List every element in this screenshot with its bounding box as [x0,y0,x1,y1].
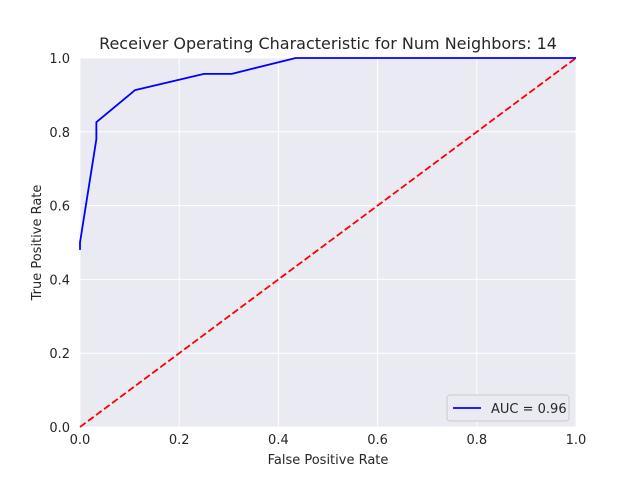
y-tick-label: 0.6 [49,200,70,215]
legend: AUC = 0.96 [446,394,570,422]
x-axis-label: False Positive Rate [268,453,389,468]
chart-title: Receiver Operating Characteristic for Nu… [99,34,557,53]
y-tick-label: 0.4 [49,273,70,288]
tick-labels: 0.0 0.2 0.4 0.6 0.8 1.0 0.0 0.2 0.4 0.6 0.8 1.0 [49,52,586,448]
x-tick-label: 0.4 [268,433,289,448]
chance-line-series [79,57,577,428]
series-layer [79,57,577,428]
y-tick-label: 1.0 [49,52,70,67]
x-tick-label: 0.6 [367,433,388,448]
x-tick-label: 0.8 [466,433,487,448]
x-tick-label: 0.0 [70,433,91,448]
x-tick-label: 0.2 [169,433,190,448]
y-tick-label: 0.8 [49,126,70,141]
roc-curve-series [79,57,576,250]
legend-label-auc: AUC = 0.96 [491,402,567,417]
gridlines [79,57,577,428]
y-axis-label: True Positive Rate [30,185,45,302]
y-tick-label: 0.2 [49,347,70,362]
x-tick-label: 1.0 [566,433,587,448]
legend-box [446,394,570,422]
y-tick-label: 0.0 [49,421,70,436]
